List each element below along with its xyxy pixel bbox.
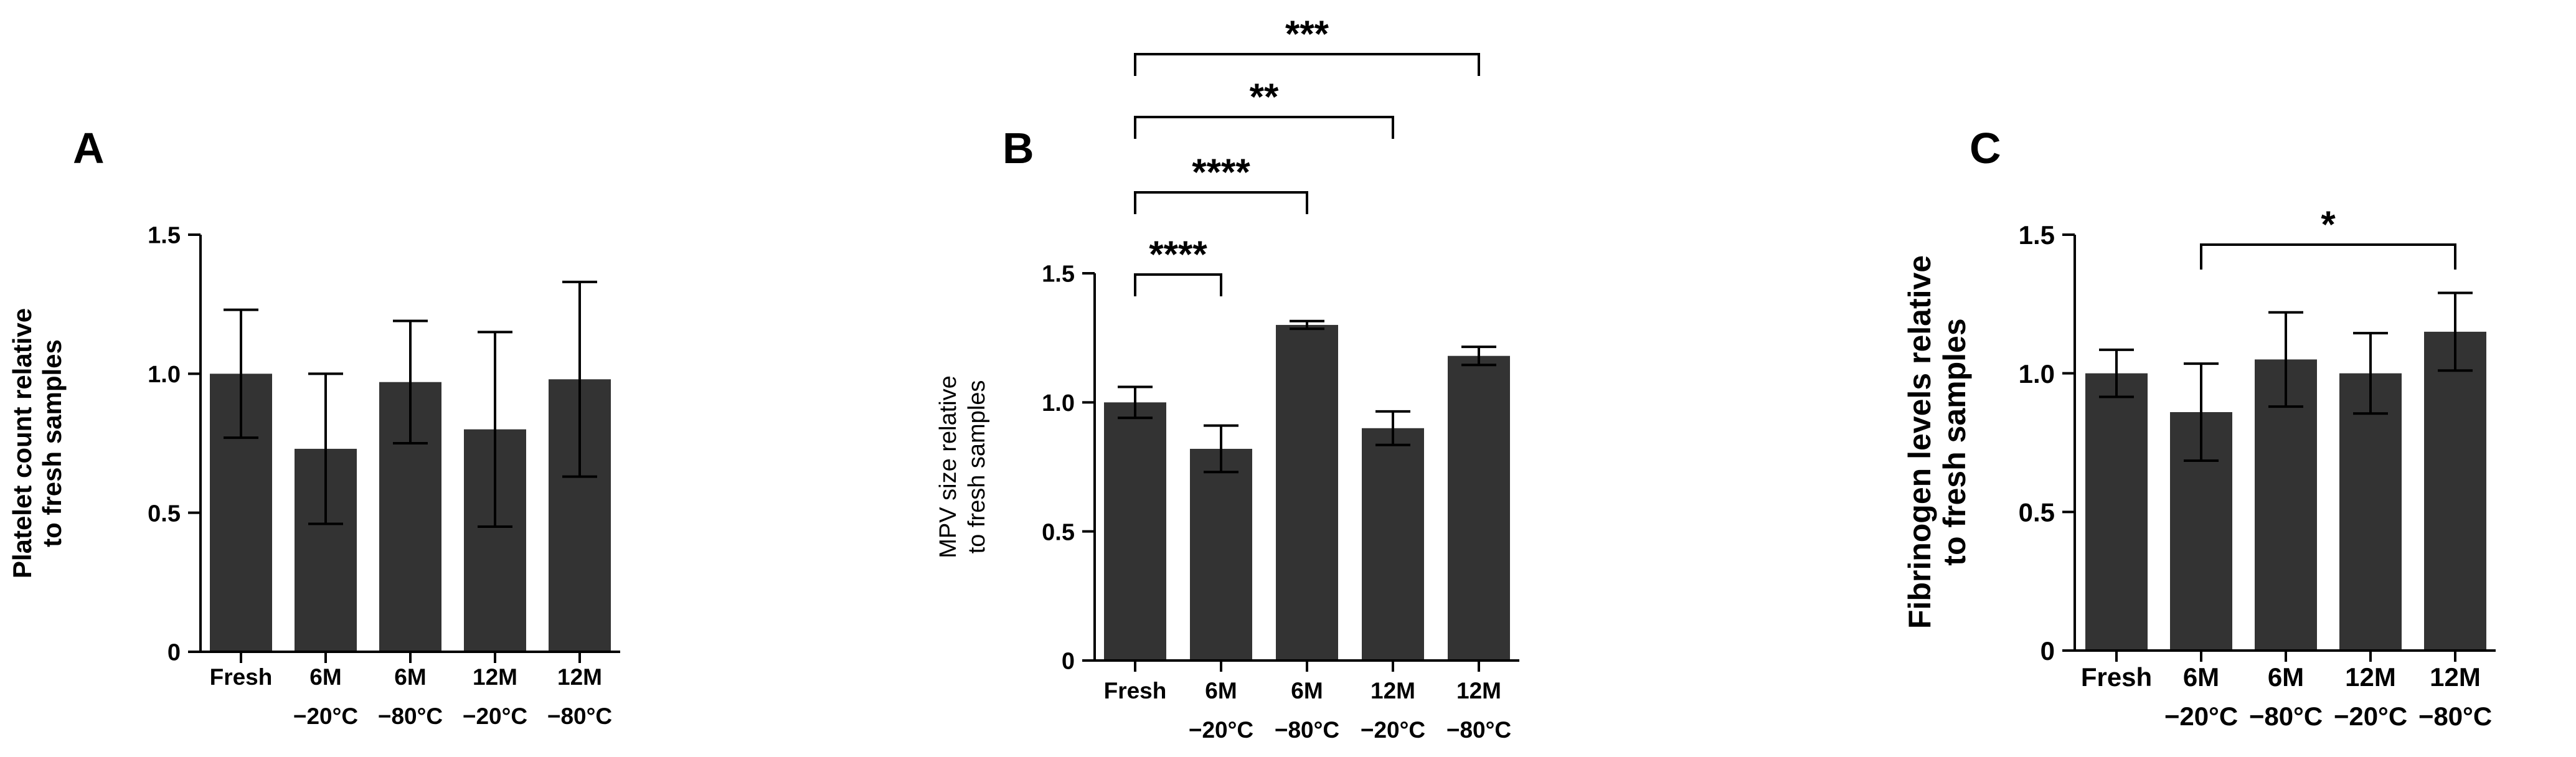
y-tick-label: 1.5 [2019, 220, 2055, 250]
x-tick-label: Fresh [2081, 662, 2152, 692]
y-tick-label: 1.0 [2019, 359, 2055, 388]
y-axis-label-line: Fibrinogen levels relative [1902, 255, 1937, 629]
y-tick-label: 1.0 [148, 362, 181, 388]
bar [2424, 331, 2486, 651]
x-tick-label: −20°C [2164, 702, 2238, 731]
significance-label: **** [1149, 233, 1207, 275]
x-tick-label: −20°C [1361, 717, 1425, 743]
x-tick-label: 6M [394, 664, 426, 690]
bar [1104, 402, 1166, 661]
y-tick-label: 0 [1062, 649, 1075, 675]
y-tick-label: 0 [167, 640, 181, 666]
error-bar [1204, 424, 1238, 474]
error-bar [308, 372, 343, 525]
x-tick-label: −80°C [547, 703, 612, 729]
x-tick-label: 6M [1205, 678, 1237, 703]
significance-label: ** [1250, 76, 1279, 118]
y-axis-label-line: Platelet count relative [7, 308, 37, 578]
panel-letter: C [1970, 124, 2001, 172]
panel-c: C Fibrinogen levels relativeto fresh samp… [1902, 124, 2496, 731]
bar [1448, 355, 1510, 661]
x-tick-label: −80°C [1446, 717, 1511, 743]
error-bar [224, 308, 258, 440]
error-bar [1290, 319, 1324, 331]
error-bar [2268, 311, 2303, 408]
y-axis-label-line: MPV size relative [935, 375, 961, 558]
x-tick-label: Fresh [1104, 678, 1167, 703]
x-tick-label: 12M [1456, 678, 1501, 703]
x-tick-label: 12M [2430, 662, 2481, 692]
x-tick-label: 6M [309, 664, 341, 690]
x-tick-label: Fresh [210, 664, 273, 690]
significance-bracket [2200, 243, 2456, 270]
y-tick-label: 0.5 [2019, 497, 2055, 527]
x-tick-label: 6M [2268, 662, 2304, 692]
significance-bracket-line [1134, 53, 1480, 76]
panel-letter: A [73, 124, 105, 172]
x-tick-label: 6M [1291, 678, 1323, 703]
significance-label: **** [1192, 151, 1250, 193]
error-bar [562, 280, 597, 478]
error-bar [2099, 348, 2134, 398]
x-tick-label: −20°C [1189, 717, 1253, 743]
y-tick-label: 1.5 [1042, 261, 1075, 288]
x-tick-label: 12M [557, 664, 602, 690]
y-axis-label: Fibrinogen levels relativeto fresh sampl… [1902, 255, 1972, 629]
y-tick-label: 0.5 [1042, 519, 1075, 545]
x-tick-label: 12M [1371, 678, 1415, 703]
error-bar [1375, 410, 1410, 446]
error-bar [478, 331, 512, 528]
bar [2255, 359, 2317, 651]
y-axis-label-line: to fresh samples [964, 380, 990, 554]
error-bar [2438, 291, 2473, 372]
error-bar [1118, 385, 1153, 420]
significance-bracket-line [1134, 273, 1222, 296]
significance-label: * [2321, 204, 2336, 245]
y-axis-label-line: to fresh samples [1937, 318, 1972, 565]
x-tick-label: −80°C [2249, 702, 2323, 731]
significance-bracket-line [2200, 243, 2456, 270]
x-tick-label: 12M [2345, 662, 2396, 692]
x-tick-label: 12M [473, 664, 517, 690]
significance-bracket-line [1134, 191, 1308, 214]
x-tick-label: −80°C [1275, 717, 1339, 743]
significance-bracket [1134, 191, 1308, 214]
bar [1362, 428, 1424, 661]
x-tick-label: 6M [2183, 662, 2219, 692]
bar [1190, 448, 1252, 661]
y-tick-label: 1.5 [148, 223, 181, 249]
error-bar [1461, 346, 1496, 367]
y-axis-label: MPV size relative to fresh samples [935, 375, 990, 558]
x-tick-label: −20°C [293, 703, 358, 729]
significance-bracket [1134, 273, 1222, 296]
y-tick-label: 1.0 [1042, 390, 1075, 416]
y-axis-label-line: to fresh samples [37, 339, 67, 547]
x-tick-label: −20°C [2334, 702, 2407, 731]
panel-b: B MPV size relative to fresh samples 0 0.5 1.… [935, 13, 1519, 743]
panel-a: A Platelet count relativeto fresh samples… [7, 124, 620, 729]
significance-bracket-line [1134, 116, 1394, 139]
y-axis-label: Platelet count relativeto fresh samples [7, 308, 67, 578]
bar [2085, 373, 2148, 651]
y-tick-label: 0.5 [148, 501, 181, 527]
bar [2339, 373, 2402, 651]
significance-label: *** [1285, 13, 1329, 55]
panel-letter: B [1003, 124, 1034, 172]
error-bar [2184, 362, 2219, 462]
bar [1276, 324, 1338, 661]
error-bar [393, 319, 428, 444]
significance-bracket [1134, 53, 1480, 76]
x-tick-label: −20°C [463, 703, 527, 729]
x-tick-label: −80°C [378, 703, 443, 729]
error-bar [2353, 332, 2388, 415]
x-tick-label: −80°C [2418, 702, 2492, 731]
y-tick-label: 0 [2041, 636, 2055, 665]
significance-bracket [1134, 116, 1394, 139]
